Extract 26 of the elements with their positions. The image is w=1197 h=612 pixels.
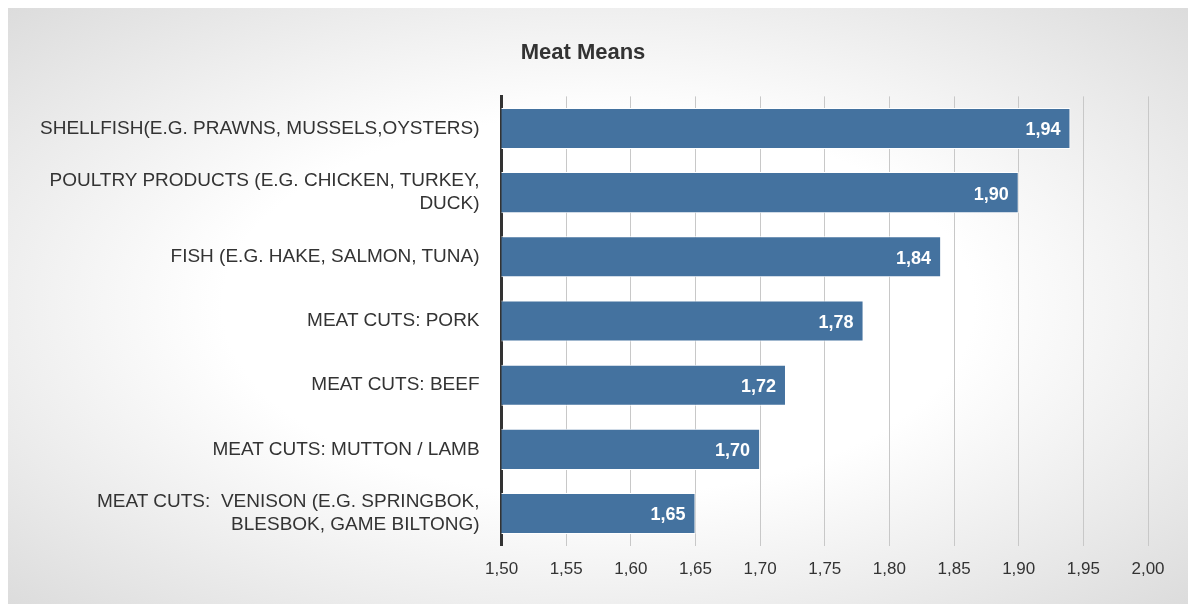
x-tick-label: 1,75 [808, 559, 842, 579]
data-label: 1,78 [818, 311, 854, 332]
chart-title: Meat Means [520, 39, 646, 65]
x-tick-label: 1,50 [485, 559, 519, 579]
y-tick-label: SHELLFISH(E.G. PRAWNS, MUSSELS,OYSTERS) [39, 116, 480, 138]
x-tick-label: 1,55 [549, 559, 583, 579]
y-tick-label: POULTRY PRODUCTS (E.G. CHICKEN, TURKEY, DUCK) [49, 169, 480, 214]
x-tick-label: 1,95 [1066, 559, 1100, 579]
data-label: 1,94 [1025, 119, 1061, 140]
data-label: 1,72 [740, 376, 776, 397]
x-tick-label: 1,90 [1002, 559, 1036, 579]
x-tick-label: 1,85 [937, 559, 971, 579]
y-tick-label: MEAT CUTS: PORK [307, 309, 480, 331]
y-tick-label: MEAT CUTS: BEEF [311, 373, 480, 395]
x-tick-label: 2,00 [1131, 559, 1165, 579]
data-label: 1,65 [650, 504, 686, 525]
x-tick-label: 1,65 [678, 559, 713, 579]
x-tick-label: 1,80 [872, 559, 906, 579]
data-label: 1,70 [715, 440, 751, 461]
data-label: 1,90 [973, 183, 1009, 204]
x-tick-label: 1,60 [614, 559, 648, 579]
y-tick-label: MEAT CUTS: VENISON (E.G. SPRINGBOK, BLESBOK, GAME BILTONG) [97, 490, 480, 535]
data-label: 1,84 [896, 247, 932, 268]
x-tick-label: 1,70 [743, 559, 777, 579]
y-tick-label: FISH (E.G. HAKE, SALMON, TUNA) [170, 245, 480, 267]
y-tick-label: MEAT CUTS: MUTTON / LAMB [212, 437, 480, 459]
